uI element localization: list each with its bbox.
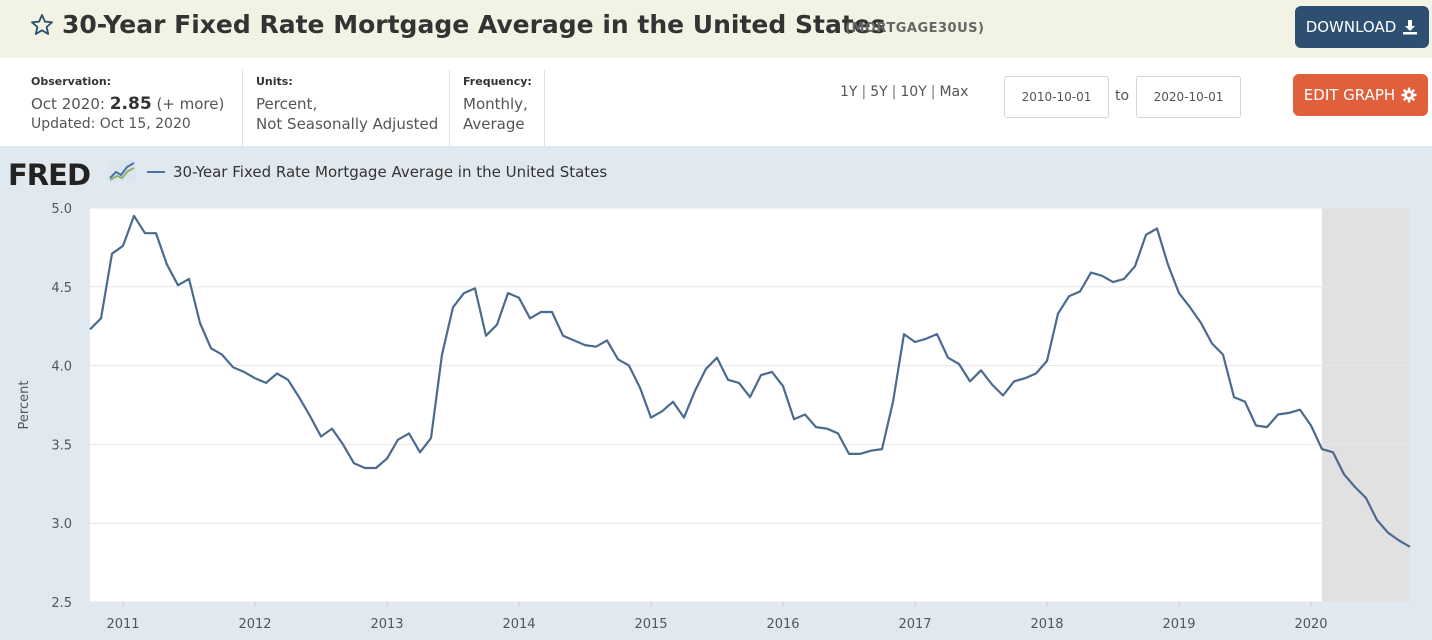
range-10y-link[interactable]: 10Y [900, 84, 927, 100]
range-links: 1Y | 5Y | 10Y | Max [840, 84, 968, 100]
x-tick-label: 2014 [502, 617, 535, 632]
x-tick-label: 2017 [898, 617, 931, 632]
frequency-label: Frequency: [463, 75, 532, 88]
start-date-input[interactable] [1004, 76, 1109, 118]
y-tick-label: 2.5 [51, 596, 72, 611]
y-tick-label: 4.0 [51, 360, 72, 375]
x-tick-label: 2013 [370, 617, 403, 632]
x-tick-label: 2015 [634, 617, 667, 632]
x-tick-label: 2012 [238, 617, 271, 632]
y-tick-label: 3.5 [51, 438, 72, 453]
range-1y-link[interactable]: 1Y [840, 84, 858, 100]
series-line [89, 214, 1411, 548]
observation-more-link[interactable]: (+ more) [156, 95, 225, 113]
plot-background [90, 208, 1410, 602]
units-line1: Percent, [256, 95, 318, 113]
y-tick-label: 4.5 [51, 281, 72, 296]
fred-logo: FRED [8, 158, 91, 192]
y-tick-label: 3.0 [51, 517, 72, 532]
download-label: DOWNLOAD [1305, 18, 1397, 36]
chart-svg: 5.0 4.5 4.0 3.5 3.0 2.5 2011 2012 2013 2014 2015 20… [17, 202, 1411, 632]
divider [544, 70, 545, 146]
range-separator: | [891, 84, 897, 100]
chart-legend: 30-Year Fixed Rate Mortgage Average in t… [147, 163, 607, 181]
series-id: (MORTGAGE30US) [845, 21, 985, 36]
to-label: to [1115, 88, 1130, 104]
observation-value: 2.85 [109, 94, 152, 114]
range-separator: | [861, 84, 867, 100]
chart-area: 5.0 4.5 4.0 3.5 3.0 2.5 2011 2012 2013 2014 2015 20… [0, 146, 1432, 640]
range-max-link[interactable]: Max [939, 84, 969, 100]
download-button[interactable]: DOWNLOAD [1295, 6, 1429, 48]
y-tick-label: 5.0 [51, 202, 72, 217]
page-title: 30-Year Fixed Rate Mortgage Average in t… [62, 10, 886, 39]
observation-period: Oct 2020: [31, 95, 105, 113]
x-tick-label: 2011 [106, 617, 139, 632]
download-icon [1403, 20, 1418, 35]
y-axis-label: Percent [17, 381, 32, 430]
header-bar: 30-Year Fixed Rate Mortgage Average in t… [0, 0, 1432, 58]
x-tick-label: 2019 [1162, 617, 1195, 632]
units-line2: Not Seasonally Adjusted [256, 115, 439, 133]
x-tick-label: 2018 [1030, 617, 1063, 632]
observation-block: Observation: Oct 2020: 2.85 (+ more) Upd… [31, 72, 224, 134]
logo-graph-icon [108, 160, 136, 182]
divider [449, 70, 450, 146]
updated-date: Updated: Oct 15, 2020 [31, 116, 191, 132]
units-label: Units: [256, 75, 293, 88]
units-block: Units: Percent, Not Seasonally Adjusted [256, 72, 438, 134]
range-5y-link[interactable]: 5Y [870, 84, 888, 100]
divider [242, 70, 243, 146]
frequency-line2: Average [463, 115, 525, 133]
observation-label: Observation: [31, 75, 112, 88]
legend-label: 30-Year Fixed Rate Mortgage Average in t… [173, 163, 608, 181]
x-tick-label: 2020 [1294, 617, 1327, 632]
edit-graph-label: EDIT GRAPH [1303, 86, 1396, 104]
x-tick-label: 2016 [766, 617, 799, 632]
end-date-input[interactable] [1136, 76, 1241, 118]
frequency-block: Frequency: Monthly, Average [463, 72, 532, 134]
edit-graph-button[interactable]: EDIT GRAPH [1293, 74, 1428, 116]
range-separator: | [930, 84, 936, 100]
recession-shading [1322, 208, 1410, 602]
star-icon[interactable] [30, 13, 54, 37]
metadata-row: Observation: Oct 2020: 2.85 (+ more) Upd… [0, 58, 1432, 146]
gear-icon [1401, 87, 1417, 103]
frequency-line1: Monthly, [463, 95, 528, 113]
legend-line-swatch [147, 171, 165, 173]
